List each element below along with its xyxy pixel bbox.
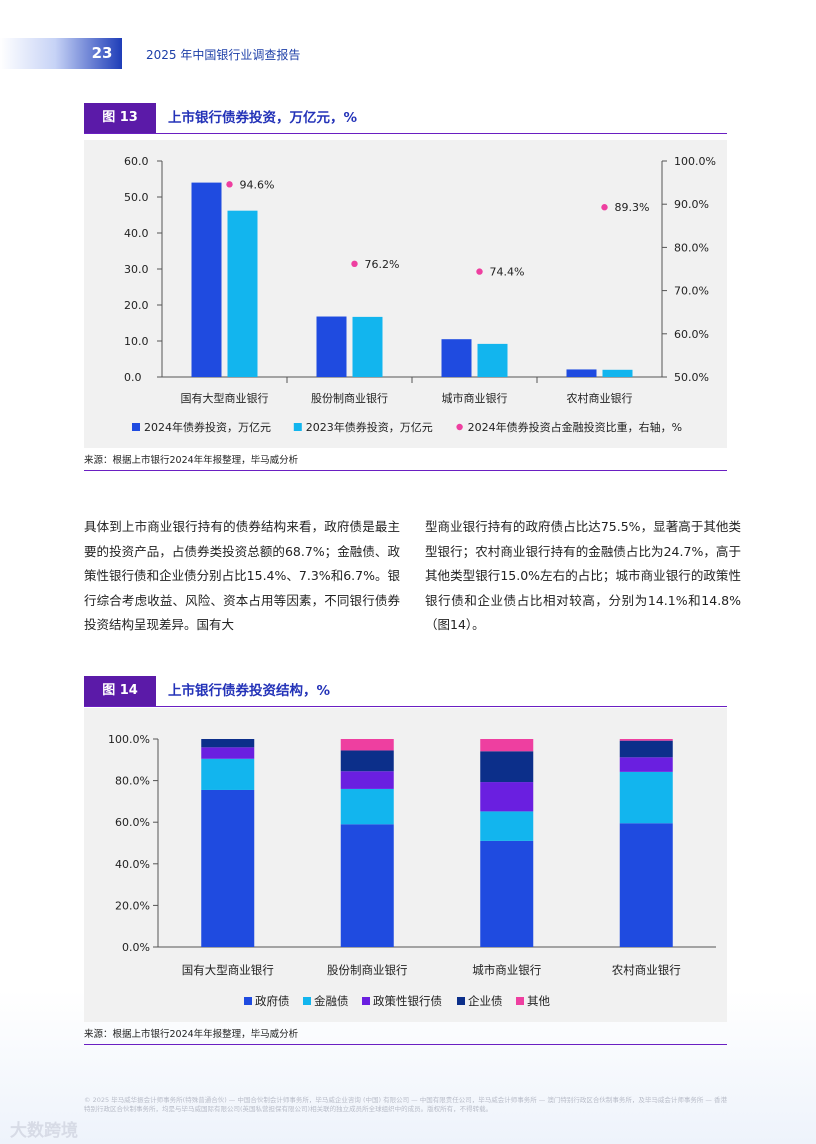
report-title: 2025 年中国银行业调查报告 <box>146 48 301 62</box>
stacked-bar-segment <box>340 750 394 772</box>
body-text-left: 具体到上市商业银行持有的债券结构来看，政府债是最主要的投资产品，占债券类投资总额… <box>84 519 400 632</box>
footer-copyright: © 2025 毕马威华振会计师事务所(特殊普通合伙) — 中国合伙制会计师事务所… <box>84 1096 727 1113</box>
bar <box>441 339 472 377</box>
y-tick-label: 10.0 <box>124 335 149 348</box>
figure13-title: 上市银行债券投资，万亿元，% <box>168 110 358 126</box>
figure14-chart-panel: 0.0% 20.0% 40.0% 60.0% 80.0% 100.0% 国有大型商业银行 股份… <box>84 708 727 1022</box>
stacked-bar-segment <box>201 758 255 790</box>
figure13-source: 来源：根据上市银行2024年年报整理，毕马威分析 <box>84 452 727 471</box>
stacked-bar-segment <box>480 840 534 947</box>
header-band <box>0 38 122 69</box>
y-tick-label: 60.0% <box>115 816 150 829</box>
y-tick-label: 0.0% <box>122 941 150 954</box>
figure14-title: 上市银行债券投资结构，% <box>168 683 331 699</box>
stacked-bar-segment <box>340 824 394 947</box>
legend-label: 政策性银行债 <box>373 994 442 1008</box>
stacked-bar-segment <box>340 771 394 789</box>
stacked-bar-segment <box>340 788 394 825</box>
bar <box>602 369 633 377</box>
legend-marker <box>132 423 140 431</box>
dot-marker <box>351 260 358 268</box>
y-tick-label: 0.0 <box>124 371 142 384</box>
legend-marker <box>457 997 465 1005</box>
figure14-chart: 0.0% 20.0% 40.0% 60.0% 80.0% 100.0% 国有大型商业银行 股份… <box>108 733 716 1008</box>
y-tick-label: 40.0% <box>115 858 150 871</box>
y-tick-label: 60.0 <box>124 155 149 168</box>
dot-marker <box>601 204 608 211</box>
bar <box>316 316 347 377</box>
y2-tick-label: 100.0% <box>674 155 716 168</box>
figure13-chart: 0.0 10.0 20.0 30.0 40.0 50.0 60.0 50.0% 60.0% 70.… <box>124 155 716 434</box>
stacked-bar-segment <box>201 747 255 759</box>
dot-marker <box>226 181 233 188</box>
legend-label: 2024年债券投资，万亿元 <box>144 420 271 434</box>
y2-tick-label: 50.0% <box>674 371 709 384</box>
figure13-tag: 图 13 <box>84 103 156 133</box>
stacked-bar-segment <box>480 782 534 812</box>
y2-tick-label: 90.0% <box>674 198 709 211</box>
stacked-bar-segment <box>201 789 255 947</box>
legend-label: 其他 <box>527 994 550 1008</box>
y-tick-label: 30.0 <box>124 263 149 276</box>
y-tick-label: 50.0 <box>124 191 149 204</box>
legend-label: 企业债 <box>468 994 503 1008</box>
page-number: 23 <box>91 44 113 62</box>
x-category-label: 股份制商业银行 <box>311 391 388 405</box>
dot-label: 76.2% <box>365 258 400 271</box>
legend-marker <box>516 997 524 1005</box>
legend-marker <box>362 997 370 1005</box>
x-category-label: 农村商业银行 <box>567 391 633 405</box>
figure14-tag: 图 14 <box>84 676 156 706</box>
legend-label: 2024年债券投资占金融投资比重，右轴，% <box>468 420 682 434</box>
dot-marker <box>476 268 483 275</box>
bar <box>352 316 383 377</box>
y2-tick-label: 80.0% <box>674 241 709 254</box>
x-category-label: 农村商业银行 <box>612 963 681 977</box>
stacked-bar-segment <box>201 739 255 748</box>
legend-marker <box>293 423 302 431</box>
legend-marker <box>303 997 311 1005</box>
stacked-bar-segment <box>619 740 673 758</box>
stacked-bar-segment <box>619 771 673 824</box>
stacked-bar-segment <box>340 739 394 751</box>
bar <box>191 182 222 377</box>
stacked-bar-segment <box>480 739 534 752</box>
dot-label: 74.4% <box>490 266 525 279</box>
dot-label: 94.6% <box>240 178 275 191</box>
legend-label: 政府债 <box>255 994 290 1008</box>
y-tick-label: 100.0% <box>108 733 150 746</box>
y-tick-label: 40.0 <box>124 227 149 240</box>
stacked-bar-segment <box>619 739 673 741</box>
figure14-header: 图 14 上市银行债券投资结构，% <box>84 676 727 707</box>
bar <box>227 210 258 377</box>
x-category-label: 股份制商业银行 <box>327 963 408 977</box>
dot-label: 89.3% <box>615 201 650 214</box>
legend-label: 2023年债券投资，万亿元 <box>306 420 433 434</box>
legend-marker <box>244 997 252 1005</box>
watermark: 大数跨境 <box>10 1121 78 1141</box>
bar <box>477 343 508 377</box>
y2-tick-label: 70.0% <box>674 285 709 298</box>
y-tick-label: 20.0 <box>124 299 149 312</box>
x-category-label: 城市商业银行 <box>472 963 541 977</box>
figure13-header: 图 13 上市银行债券投资，万亿元，% <box>84 103 727 134</box>
stacked-bar-segment <box>619 757 673 772</box>
body-text-right: 型商业银行持有的政府债占比达75.5%，显著高于其他类型银行；农村商业银行持有的… <box>425 519 741 632</box>
y-tick-label: 20.0% <box>115 899 150 912</box>
figure13-chart-panel: 0.0 10.0 20.0 30.0 40.0 50.0 60.0 50.0% 60.0% 70.… <box>84 140 727 448</box>
x-category-label: 城市商业银行 <box>442 391 508 405</box>
stacked-bar-segment <box>480 751 534 783</box>
x-category-label: 国有大型商业银行 <box>182 963 274 977</box>
y2-tick-label: 60.0% <box>674 328 709 341</box>
figure14-source: 来源：根据上市银行2024年年报整理，毕马威分析 <box>84 1026 727 1045</box>
x-category-label: 国有大型商业银行 <box>181 391 269 405</box>
legend-label: 金融债 <box>314 994 349 1008</box>
y-tick-label: 80.0% <box>115 775 150 788</box>
stacked-bar-segment <box>619 823 673 947</box>
stacked-bar-segment <box>480 811 534 841</box>
legend-marker <box>456 423 463 431</box>
bar <box>566 369 597 377</box>
